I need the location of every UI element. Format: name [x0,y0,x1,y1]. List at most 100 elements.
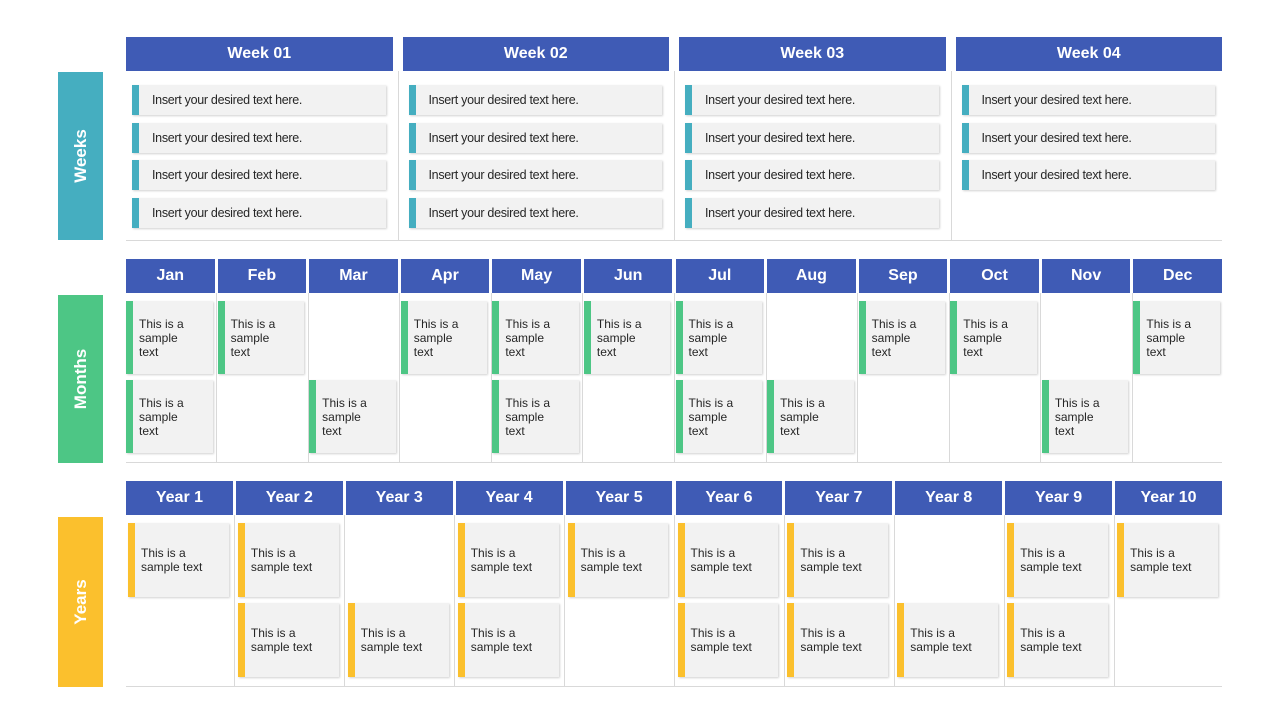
column-header: Jan [126,259,215,293]
item-card: This is a sample text [858,301,946,374]
item-text: This is a sample text [1130,546,1192,574]
item-card: This is a sample text [237,523,339,597]
column-header: Apr [400,259,490,293]
column-header: Year 5 [565,481,673,515]
item-accent [492,301,500,374]
item-accent [685,160,692,190]
item-card: Insert your desired text here. [408,198,662,228]
item-text: This is a sample text [250,626,313,654]
item-accent [492,380,500,453]
item-card: Insert your desired text here. [408,123,662,153]
item-text: Insert your desired text here. [705,93,856,107]
item-card: This is a sample text [217,301,305,374]
item-card: Insert your desired text here. [408,160,662,190]
item-text: This is a sample text [250,546,313,574]
item-text: Insert your desired text here. [981,131,1132,145]
column-separator [765,293,767,462]
item-card: Insert your desired text here. [961,85,1215,115]
column-separator [674,293,675,462]
item-text: Insert your desired text here. [705,131,856,145]
item-text: This is a sample text [780,395,825,438]
item-card: Insert your desired text here. [132,85,386,115]
item-accent [677,603,685,677]
item-accent [237,523,245,597]
item-card: This is a sample text [400,301,488,374]
item-card: This is a sample text [128,523,229,597]
column-header: Week 03 [679,37,946,71]
column-header: Year 7 [785,481,893,515]
item-card: Insert your desired text here. [408,85,662,115]
item-accent [1133,301,1141,374]
item-accent [132,85,139,115]
item-card: This is a sample text [1133,301,1220,374]
item-text: This is a sample text [413,316,459,359]
item-accent [132,160,139,190]
section-label-text: Months [70,348,90,410]
item-text: This is a sample text [141,546,203,574]
item-accent [1117,523,1125,597]
item-text: This is a sample text [139,316,184,359]
item-card: This is a sample text [950,301,1037,374]
item-card: This is a sample text [677,603,779,677]
item-text: This is a sample text [505,316,551,359]
item-text: Insert your desired text here. [428,93,579,107]
column-separator [490,293,492,462]
item-card: This is a sample text [492,380,579,453]
item-text: This is a sample text [1020,546,1082,574]
column-separator [1131,293,1133,462]
column-header: Nov [1041,259,1131,293]
item-card: This is a sample text [309,380,396,453]
item-card: Insert your desired text here. [132,123,386,153]
column-separator [1113,515,1115,686]
item-text: This is a sample text [596,316,642,359]
column-separator [307,293,309,462]
column-separator [948,293,950,462]
item-card: This is a sample text [1007,603,1109,677]
item-accent [457,523,465,597]
item-text: This is a sample text [1054,395,1100,438]
item-card: This is a sample text [492,301,579,374]
column-header: Year 4 [455,481,563,515]
item-accent [677,523,685,597]
item-text: This is a sample text [690,626,752,654]
column-separator [216,293,218,462]
item-accent [237,603,245,677]
section-label: Years [58,517,103,687]
item-text: This is a sample text [1020,626,1082,654]
item-text: Insert your desired text here. [981,168,1132,182]
item-accent [408,85,416,115]
item-accent [457,603,465,677]
column-header: Week 02 [402,37,669,71]
item-text: This is a sample text [505,395,551,438]
item-accent [408,160,416,190]
item-text: This is a sample text [470,546,533,574]
column-separator [783,515,785,686]
item-card: This is a sample text [675,380,763,453]
column-separator [564,515,566,686]
item-card: This is a sample text [457,523,559,597]
column-header: Feb [217,259,307,293]
item-accent [787,603,795,677]
item-text: Insert your desired text here. [152,131,303,145]
item-text: This is a sample text [322,395,367,438]
column-header: Week 04 [955,37,1222,71]
item-card: This is a sample text [1117,523,1218,597]
item-card: This is a sample text [237,603,339,677]
item-text: This is a sample text [688,395,734,438]
divider [126,462,1222,463]
item-card: This is a sample text [897,603,999,677]
column-header: Year 6 [675,481,783,515]
column-header: Aug [767,259,856,293]
item-text: Insert your desired text here. [152,93,303,107]
column-header: Year 9 [1005,481,1113,515]
column-header: Mar [309,259,398,293]
column-separator [674,71,675,240]
item-text: This is a sample text [470,626,533,654]
item-card: Insert your desired text here. [132,160,386,190]
item-accent [961,123,969,153]
item-accent [408,198,416,228]
item-accent [309,380,317,453]
item-card: This is a sample text [347,603,449,677]
item-card: Insert your desired text here. [685,198,939,228]
